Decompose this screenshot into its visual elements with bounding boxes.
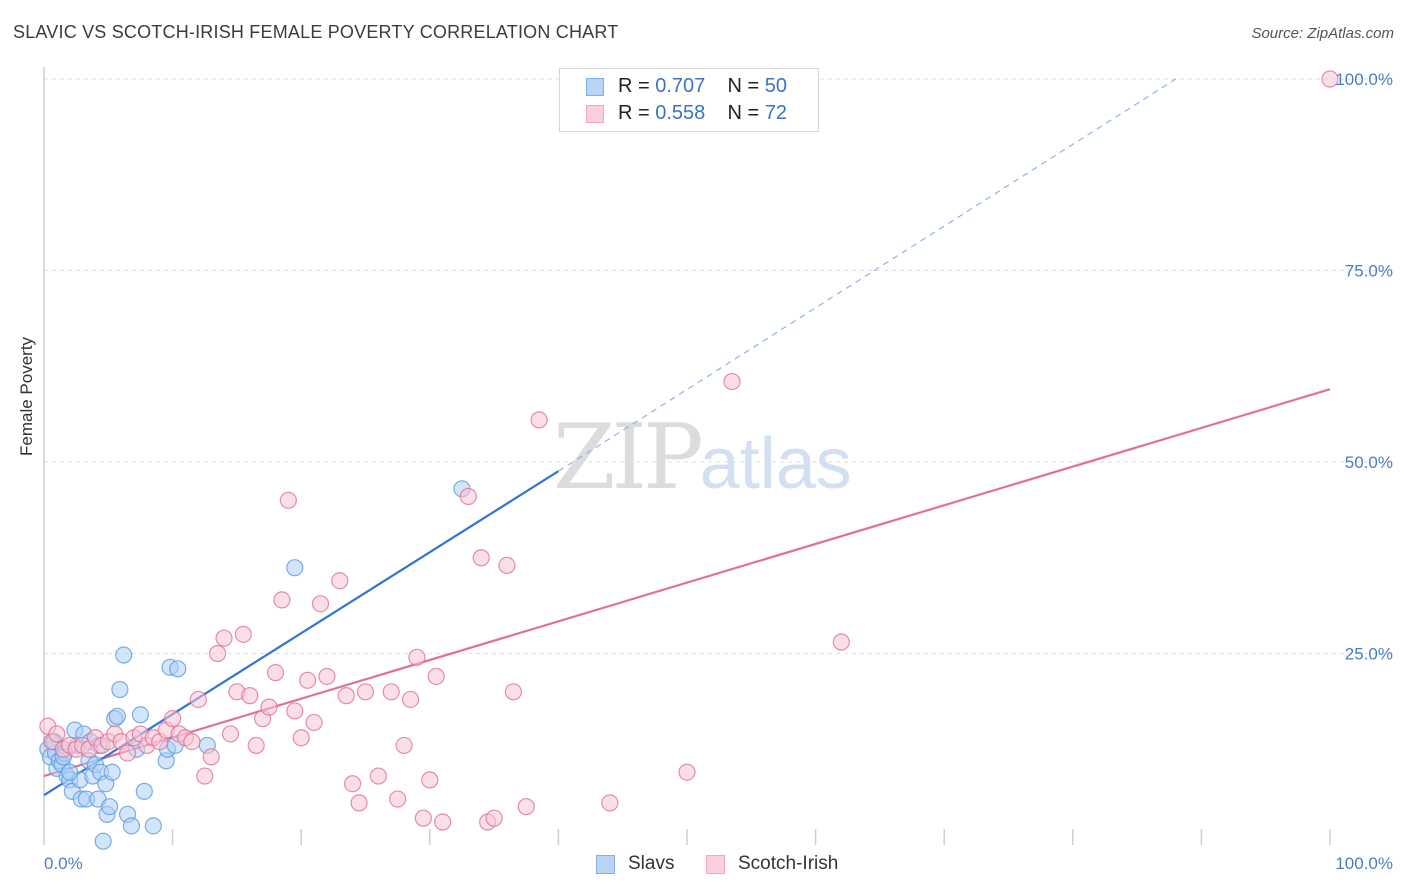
- scotch-irish-point: [350, 794, 368, 812]
- scotch-irish-point: [183, 732, 201, 751]
- scotch-irish-point: [221, 725, 240, 743]
- scotch-irish-point: [209, 644, 227, 663]
- scotch-irish-point: [459, 487, 477, 506]
- y-tick-label: 25.0%: [1345, 645, 1393, 664]
- scotch-irish-point: [421, 771, 439, 789]
- legend-r-value: 0.558: [655, 102, 706, 124]
- legend-n-value: 50: [764, 75, 788, 97]
- slavs-point: [286, 559, 304, 577]
- slavs-point: [144, 817, 162, 835]
- scotch-irish-point: [292, 729, 310, 747]
- legend-swatch-slavs: [586, 78, 604, 96]
- grid-lines: [44, 78, 1392, 654]
- x-tick-label: 100.0%: [1335, 854, 1393, 873]
- scotch-irish-point: [530, 411, 548, 429]
- scotch-irish-point: [48, 725, 66, 743]
- scotch-irish-point: [401, 690, 420, 709]
- scotch-irish-point: [504, 683, 522, 701]
- scotch-irish-point: [485, 809, 503, 827]
- watermark: ZIPatlas: [553, 405, 852, 510]
- scotch-irish-point: [164, 710, 182, 728]
- scotch-irish-point: [498, 556, 516, 575]
- axes: [43, 67, 1331, 845]
- scotch-irish-point: [196, 767, 214, 785]
- scotch-irish-point: [517, 798, 535, 816]
- scotch-irish-point: [408, 648, 426, 666]
- scotch-irish-point: [311, 595, 330, 613]
- tick-labels: 25.0% 50.0% 75.0% 100.0% 0.0% 100.0%: [44, 70, 1393, 873]
- legend-r-value: 0.707: [655, 75, 706, 97]
- scotch-irish-point: [299, 671, 317, 689]
- scotch-irish-point: [266, 664, 285, 682]
- scotch-irish-point: [286, 702, 304, 720]
- scotch-irish-point: [434, 813, 452, 831]
- legend-swatch-scotch-irish: [586, 105, 604, 123]
- scotch-irish-point: [234, 625, 252, 643]
- scotch-irish-point: [215, 629, 233, 647]
- y-tick-label: 75.0%: [1345, 262, 1393, 281]
- bottom-legend-swatch-slavs: [596, 855, 615, 874]
- scotch-irish-point: [678, 763, 696, 781]
- scotch-irish-point: [1321, 70, 1339, 88]
- scotch-irish-point: [331, 572, 349, 590]
- source-label: Source: ZipAtlas.com: [1251, 25, 1394, 42]
- scotch-irish-point: [279, 491, 297, 509]
- x-tick-label: 0.0%: [44, 854, 83, 873]
- slavs-point: [122, 817, 141, 835]
- y-tick-label: 50.0%: [1345, 453, 1393, 472]
- legend-n-label: N =: [727, 102, 765, 124]
- watermark-zip: ZIP: [553, 405, 704, 510]
- scotch-irish-point: [832, 633, 850, 651]
- scotch-irish-point: [318, 667, 336, 686]
- legend-r-label: R =: [618, 75, 656, 97]
- chart-title: SLAVIC VS SCOTCH-IRISH FEMALE POVERTY CO…: [13, 22, 619, 42]
- y-axis-label: Female Poverty: [17, 336, 36, 456]
- slavs-trend-extension: [558, 78, 1177, 472]
- slavs-point: [111, 680, 129, 699]
- slavs-point: [61, 763, 79, 781]
- slavs-point: [94, 832, 112, 850]
- scotch-irish-point: [395, 736, 413, 755]
- scotch-irish-trend-line: [43, 388, 1331, 778]
- scotch-irish-point: [382, 683, 400, 701]
- scotch-irish-point: [472, 549, 490, 567]
- correlation-legend: R = 0.707 N = 50 R = 0.558 N = 72: [559, 68, 819, 132]
- scotch-irish-point: [427, 667, 445, 686]
- scotch-irish-point: [344, 775, 362, 793]
- watermark-atlas: atlas: [699, 424, 852, 504]
- scotch-irish-point: [356, 683, 375, 701]
- slavs-point: [108, 707, 126, 725]
- scotch-irish-point: [601, 794, 619, 812]
- scotch-irish-point: [241, 687, 259, 705]
- bottom-legend-label-slavs: Slavs: [628, 853, 675, 874]
- scotch-irish-point: [189, 690, 207, 709]
- scotch-irish-point: [389, 790, 407, 808]
- slavs-point: [100, 798, 119, 816]
- slavs-point: [169, 660, 187, 678]
- data-points: [39, 70, 1339, 850]
- y-tick-label: 100.0%: [1335, 70, 1393, 89]
- scotch-irish-point: [369, 767, 387, 785]
- scotch-irish-point: [202, 748, 220, 766]
- legend-n-label: N =: [727, 75, 765, 97]
- scotch-irish-point: [273, 591, 291, 609]
- scotch-irish-point: [723, 372, 741, 391]
- bottom-legend-swatch-scotch-irish: [706, 855, 725, 874]
- scotch-irish-point: [118, 744, 137, 762]
- legend-r-label: R =: [618, 102, 656, 124]
- slavs-point: [103, 763, 121, 781]
- slavs-point: [115, 646, 133, 664]
- scotch-irish-point: [260, 698, 278, 716]
- bottom-legend-label-scotch-irish: Scotch-Irish: [738, 853, 839, 874]
- legend-n-value: 72: [764, 102, 788, 124]
- slavs-point: [131, 706, 150, 724]
- scotch-irish-point: [414, 809, 432, 827]
- scotch-irish-point: [337, 687, 355, 705]
- scotch-irish-point: [305, 713, 323, 732]
- scotch-irish-point: [247, 736, 265, 755]
- slavs-point: [135, 782, 153, 800]
